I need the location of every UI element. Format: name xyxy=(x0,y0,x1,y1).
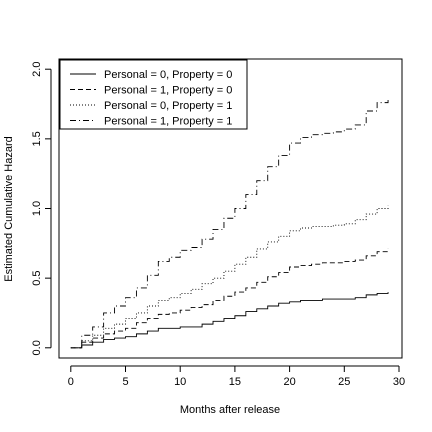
legend-label: Personal = 0, Property = 1 xyxy=(104,100,232,112)
legend-label: Personal = 0, Property = 0 xyxy=(104,69,232,81)
series-line-1 xyxy=(70,292,389,349)
legend-label: Personal = 1, Property = 0 xyxy=(104,85,232,97)
legend-label: Personal = 1, Property = 1 xyxy=(104,116,232,128)
series-line-4 xyxy=(70,98,389,349)
y-tick-label: 1.5 xyxy=(31,131,43,146)
x-axis-label: Months after release xyxy=(180,404,280,416)
x-tick-label: 30 xyxy=(393,376,405,388)
series-line-3 xyxy=(70,205,389,349)
x-tick-label: 20 xyxy=(283,376,295,388)
y-tick-label: 1.0 xyxy=(31,201,43,216)
x-tick-label: 15 xyxy=(229,376,241,388)
y-axis: 0.0 0.5 1.0 1.5 2.0 xyxy=(31,62,52,355)
y-tick-label: 0.0 xyxy=(31,340,43,355)
series-layer xyxy=(70,98,389,349)
x-axis: 0 5 10 15 20 25 30 xyxy=(68,365,405,388)
series-line-2 xyxy=(70,248,389,349)
x-tick-label: 10 xyxy=(174,376,186,388)
y-tick-label: 0.5 xyxy=(31,271,43,286)
y-axis-label: Estimated Cumulative Hazard xyxy=(3,136,15,282)
legend-box xyxy=(59,59,248,130)
y-tick-label: 2.0 xyxy=(31,62,43,77)
x-tick-label: 5 xyxy=(122,376,128,388)
x-tick-label: 25 xyxy=(338,376,350,388)
legend: Personal = 0, Property = 0 Personal = 1, … xyxy=(59,59,248,130)
plot-frame xyxy=(58,58,403,359)
x-tick-label: 0 xyxy=(68,376,74,388)
